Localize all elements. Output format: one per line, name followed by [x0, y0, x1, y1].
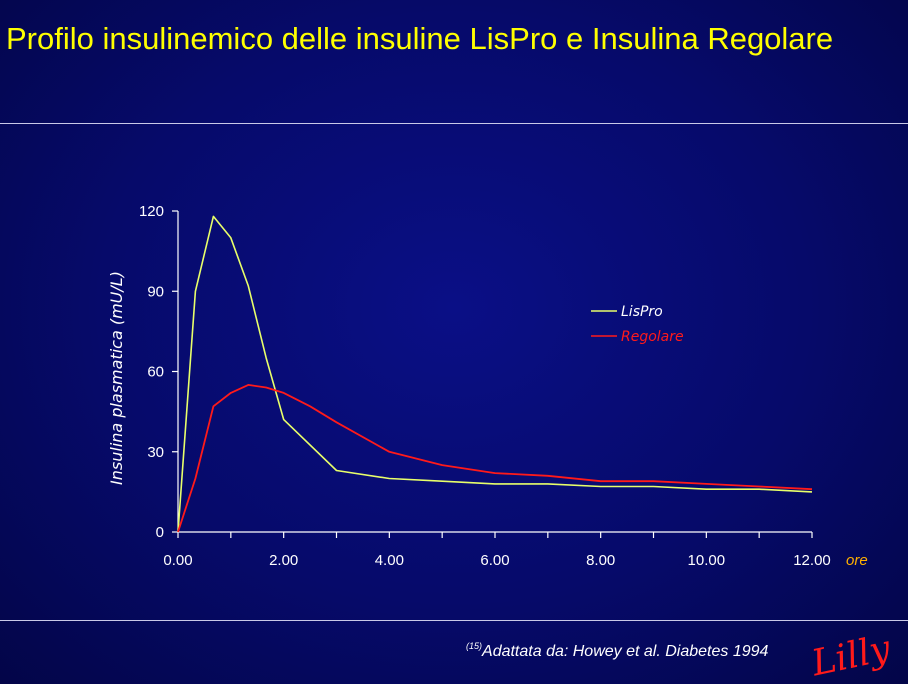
lispro-line: [177, 215, 813, 533]
y-tick-label: 90: [147, 283, 164, 300]
y-tick-label: 30: [147, 444, 164, 461]
top-divider: [0, 123, 908, 124]
slide-title: Profilo insulinemico delle insuline LisP…: [6, 21, 834, 56]
legend-label-lispro: LisPro: [621, 304, 663, 320]
x-tick-label: 10.00: [688, 552, 726, 569]
y-tick-label: 0: [156, 524, 164, 541]
x-tick-label: 4.00: [375, 552, 404, 569]
regolare-line: [177, 383, 813, 533]
bottom-divider: [0, 620, 908, 621]
x-tick-label: 6.00: [480, 552, 509, 569]
y-tick-label: 120: [139, 203, 164, 220]
lilly-logo: Lilly: [810, 630, 890, 682]
chart-axes: 0 30 60 90 120 0.00 2.00 4.00 6.00 8.00 10.00 12.00: [139, 203, 831, 569]
x-tick-label: 2.00: [269, 552, 298, 569]
x-tick-label: 0.00: [163, 552, 192, 569]
source-text: Adattata da: Howey et al. Diabetes 1994: [482, 643, 769, 660]
x-tick-label: 12.00: [793, 552, 831, 569]
y-axis-label: Insulina plasmatica (mU/L): [107, 271, 126, 485]
y-tick-label: 60: [147, 364, 164, 381]
x-unit-label: ore: [846, 552, 868, 569]
source-citation: (15)Adattata da: Howey et al. Diabetes 1…: [466, 641, 768, 661]
chart-series: [177, 215, 813, 533]
svg-text:Lilly: Lilly: [810, 630, 890, 682]
legend-label-regolare: Regolare: [621, 329, 684, 345]
source-reference-number: (15): [466, 641, 483, 651]
x-tick-label: 8.00: [586, 552, 615, 569]
legend: LisPro Regolare: [591, 304, 684, 345]
